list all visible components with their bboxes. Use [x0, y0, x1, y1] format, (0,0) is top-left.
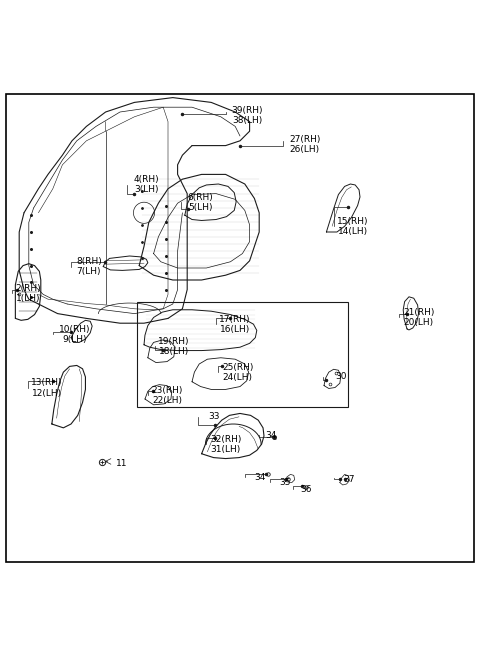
Text: 25(RH)
24(LH): 25(RH) 24(LH) — [222, 363, 253, 382]
Text: 35: 35 — [279, 478, 290, 487]
Text: 32(RH)
31(LH): 32(RH) 31(LH) — [210, 435, 241, 454]
Text: 6(RH)
5(LH): 6(RH) 5(LH) — [188, 193, 214, 212]
Text: 21(RH)
20(LH): 21(RH) 20(LH) — [403, 308, 434, 327]
Text: 10(RH)
9(LH): 10(RH) 9(LH) — [59, 325, 90, 344]
Text: 39(RH)
38(LH): 39(RH) 38(LH) — [231, 106, 263, 125]
Text: 19(RH)
18(LH): 19(RH) 18(LH) — [158, 337, 190, 356]
Text: 17(RH)
16(LH): 17(RH) 16(LH) — [219, 315, 251, 334]
Text: 8(RH)
7(LH): 8(RH) 7(LH) — [76, 257, 102, 276]
Text: 23(RH)
22(LH): 23(RH) 22(LH) — [151, 386, 183, 405]
Text: 4(RH)
3(LH): 4(RH) 3(LH) — [133, 175, 159, 194]
Text: 34: 34 — [254, 473, 266, 482]
Bar — [137, 302, 348, 407]
Text: 2(RH)
1(LH): 2(RH) 1(LH) — [15, 284, 41, 303]
Text: 37: 37 — [344, 475, 355, 483]
Text: 33: 33 — [208, 413, 220, 421]
Text: 13(RH)
12(LH): 13(RH) 12(LH) — [31, 379, 63, 398]
Text: 11: 11 — [116, 459, 127, 468]
Text: 30: 30 — [335, 373, 347, 381]
Text: 15(RH)
14(LH): 15(RH) 14(LH) — [337, 216, 369, 236]
Text: 27(RH)
26(LH): 27(RH) 26(LH) — [289, 135, 321, 154]
Text: 36: 36 — [300, 485, 312, 494]
Text: 34: 34 — [265, 432, 277, 440]
